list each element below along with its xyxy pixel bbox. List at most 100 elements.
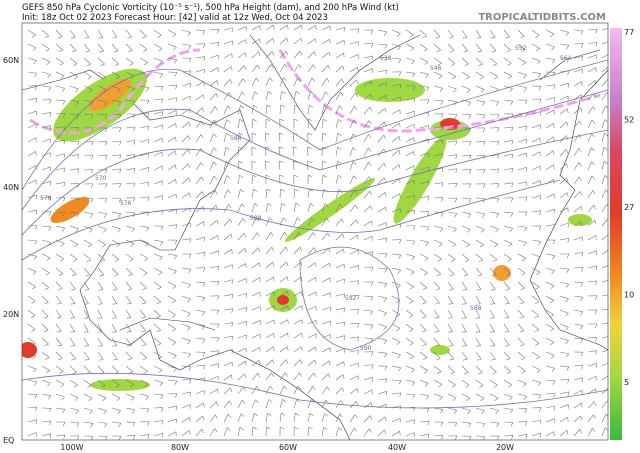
wind-barb: [573, 191, 581, 199]
wind-barb-flag: [216, 80, 219, 85]
wind-barb-flag: [142, 357, 147, 361]
wind-barb: [419, 337, 427, 345]
wind-barb-flag: [580, 94, 583, 99]
wind-barb-flag: [314, 262, 317, 267]
wind-barb-flag: [339, 413, 343, 418]
wind-barb-flag: [328, 52, 331, 57]
wind-barb-flag: [323, 105, 328, 109]
wind-barb-flag: [173, 46, 177, 51]
wind-barb: [531, 124, 541, 129]
wind-barb-flag: [424, 370, 428, 374]
wind-barb: [433, 295, 440, 304]
wind-barb-flag: [438, 75, 443, 79]
wind-barb: [461, 281, 468, 290]
wind-barb: [321, 160, 323, 171]
wind-barb: [559, 222, 569, 227]
wind-barb: [83, 393, 93, 399]
wind-barb: [517, 166, 527, 171]
wind-barb: [209, 41, 219, 45]
wind-barb: [195, 390, 205, 395]
wind-barb-flag: [497, 183, 500, 188]
wind-barb-flag: [368, 147, 372, 152]
wind-barb: [405, 110, 415, 115]
colorbar: [610, 28, 622, 440]
wind-barb-flag: [188, 366, 192, 371]
wind-barb: [125, 239, 135, 245]
wind-barb: [265, 24, 274, 31]
wind-barb: [461, 421, 471, 424]
wind-barb-flag: [141, 330, 146, 333]
wind-barb: [335, 307, 345, 311]
wind-barb-flag: [314, 51, 317, 56]
wind-barb: [391, 337, 401, 343]
wind-barb: [27, 71, 37, 74]
wind-barb: [223, 249, 232, 255]
wind-barb: [111, 407, 121, 411]
wind-barb-flag: [328, 247, 331, 253]
wind-barb-flag: [454, 114, 458, 119]
wind-barb: [377, 295, 387, 299]
wind-barb: [97, 309, 103, 319]
wind-barb-flag: [579, 107, 583, 112]
wind-barb: [489, 267, 497, 275]
wind-barb: [573, 221, 582, 227]
wind-barb-flag: [286, 346, 289, 351]
wind-barb: [293, 291, 302, 297]
wind-barb: [545, 84, 555, 87]
wind-barb: [278, 161, 281, 171]
wind-barb: [41, 112, 51, 115]
wind-barb: [349, 234, 358, 241]
wind-barb-flag: [605, 413, 608, 417]
wind-barb: [545, 208, 555, 213]
wind-barb-flag: [58, 358, 63, 361]
wind-barb-flag: [105, 141, 108, 146]
wind-barb: [55, 182, 65, 185]
wind-barb-flag: [145, 74, 149, 79]
wind-barb: [223, 234, 232, 241]
wind-barb-flag: [520, 357, 525, 360]
wind-barb: [55, 57, 64, 64]
wind-barb-flag: [535, 34, 540, 38]
wind-barb-flag: [495, 89, 499, 93]
wind-barb: [461, 337, 467, 346]
wind-barb-flag: [511, 435, 514, 440]
wind-barb-flag: [297, 217, 301, 221]
wind-barb: [279, 188, 281, 199]
wind-barb: [83, 29, 90, 38]
wind-barb: [27, 365, 37, 370]
wind-barb: [237, 161, 240, 171]
wind-barbs: [27, 24, 608, 440]
wind-barb-flag: [231, 322, 234, 327]
wind-barb-flag: [175, 406, 178, 411]
wind-barb: [433, 43, 441, 51]
wind-barb: [279, 332, 288, 339]
wind-barb: [517, 152, 527, 157]
wind-barb: [55, 211, 65, 213]
wind-barb: [405, 71, 415, 74]
wind-barb-flag: [384, 283, 388, 288]
wind-barb: [349, 219, 357, 227]
wind-barb-flag: [357, 350, 360, 355]
wind-barb-flag: [284, 372, 288, 377]
wind-barb: [27, 432, 37, 437]
wind-barb: [447, 57, 456, 64]
wind-barb: [181, 391, 191, 395]
wind-barb: [405, 98, 415, 101]
wind-barb-flag: [231, 294, 234, 299]
wind-barb: [251, 51, 259, 59]
wind-barb: [265, 232, 271, 241]
wind-barb-flag: [256, 386, 260, 391]
wind-barb: [279, 276, 288, 283]
wind-barb-flag: [49, 420, 52, 426]
wind-barb: [489, 57, 498, 65]
wind-barb-flag: [578, 162, 582, 167]
wind-barb: [223, 204, 229, 213]
wind-barb: [321, 247, 329, 255]
wind-barb: [349, 362, 359, 367]
wind-barb-flag: [86, 372, 91, 375]
wind-barb: [41, 71, 51, 75]
wind-barb: [391, 392, 401, 395]
wind-barb: [55, 126, 65, 129]
wind-barb: [181, 70, 191, 73]
wind-barb: [55, 167, 65, 171]
